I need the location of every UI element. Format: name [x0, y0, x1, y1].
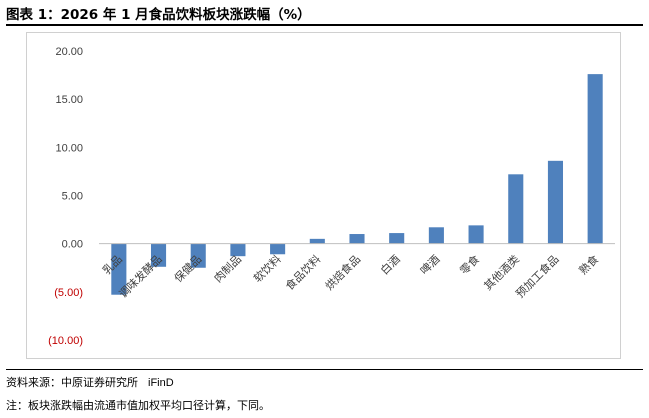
category-label: 保健品 [171, 252, 204, 285]
footnote: 注：板块涨跌幅由流通市值加权平均口径计算，下同。 [6, 399, 270, 412]
category-label: 烘焙食品 [322, 252, 363, 293]
category-label: 软饮料 [251, 252, 284, 285]
category-label: 肉制品 [212, 253, 245, 286]
category-label: 熟食 [576, 252, 601, 277]
bar [349, 234, 365, 244]
bar [587, 74, 603, 244]
bar [111, 243, 127, 295]
bar [270, 243, 286, 255]
category-label: 预加工食品 [513, 252, 562, 301]
bar [309, 238, 325, 244]
y-tick-label: 15.00 [55, 94, 83, 106]
source-brand: iFinD [148, 377, 174, 389]
title-rule [6, 24, 643, 26]
y-tick-label: 5.00 [62, 191, 83, 203]
bar [190, 243, 206, 268]
category-label: 其他酒类 [481, 252, 522, 293]
y-tick-label: 10.00 [55, 142, 83, 154]
category-label: 啤酒 [417, 252, 442, 277]
bar [150, 243, 167, 267]
figure-title: 图表 1：2026 年 1 月食品饮料板块涨跌幅（%） [6, 7, 311, 23]
source-line: 资料来源：中原证券研究所 iFinD [6, 374, 174, 390]
source-rule [6, 369, 643, 370]
bar [230, 243, 246, 257]
bar [428, 227, 444, 244]
category-label: 零食 [457, 252, 482, 277]
y-tick-label: (5.00) [54, 287, 83, 299]
y-tick-label: 20.00 [55, 46, 83, 58]
category-label: 白酒 [377, 252, 402, 277]
bar [508, 174, 524, 244]
bar [547, 160, 564, 244]
source-label: 资料来源：中原证券研究所 [6, 376, 138, 389]
category-label: 食品饮料 [282, 252, 323, 293]
bar [389, 233, 405, 244]
bar [468, 225, 484, 244]
chart-frame: 20.00 15.00 10.00 5.00 0.00 (5.00) (10.00) 乳品 调味… [26, 32, 621, 359]
bar-chart: 20.0015.0010.005.000.00(5.00)(10.00)乳品调味… [48, 46, 615, 347]
y-tick-label: (10.00) [48, 335, 83, 347]
y-tick-label: 0.00 [62, 239, 83, 251]
